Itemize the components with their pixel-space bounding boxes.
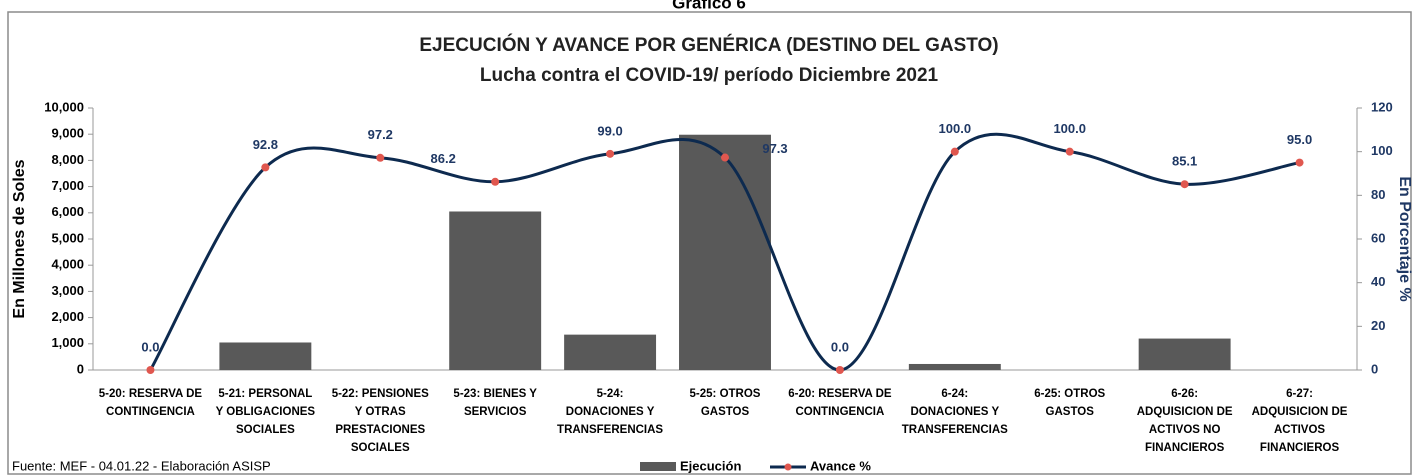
y-tick-label: 10,000	[44, 99, 84, 114]
y2-tick-label: 100	[1371, 143, 1393, 158]
y-tick-label: 7,000	[51, 178, 84, 193]
x-tick-label: FINANCIEROS	[1260, 442, 1340, 454]
y2-tick-label: 20	[1371, 318, 1385, 333]
x-tick-label: TRANSFERENCIAS	[557, 424, 663, 436]
chart-frame	[7, 11, 1412, 475]
line-marker	[1180, 180, 1189, 189]
x-tick-label: TRANSFERENCIAS	[902, 424, 1008, 436]
line-marker	[721, 153, 729, 162]
y2-tick-label: 80	[1371, 187, 1385, 202]
x-tick-label: 6-27:	[1286, 388, 1313, 400]
legend-swatch	[640, 462, 676, 471]
value-label: 97.3	[762, 141, 787, 156]
y-tick-label: 4,000	[51, 257, 84, 272]
x-tick-label: 6-20: RESERVA DE	[788, 388, 892, 400]
value-label: 0.0	[831, 339, 849, 354]
x-tick-label: DONACIONES Y	[911, 406, 1000, 418]
x-tick-label: ACTIVOS	[1274, 424, 1325, 436]
y-tick-label: 9,000	[51, 126, 84, 141]
line-marker	[606, 149, 615, 158]
bar	[1138, 338, 1231, 370]
y-tick-label: 6,000	[51, 204, 84, 219]
legend-marker	[784, 463, 792, 471]
y2-tick-label: 120	[1371, 99, 1393, 114]
y2-tick-label: 40	[1371, 274, 1385, 289]
x-tick-label: SOCIALES	[351, 442, 410, 454]
y2-tick-label: 60	[1371, 230, 1385, 245]
y-tick-label: 0	[77, 361, 84, 376]
x-tick-label: 5-22: PENSIONES	[332, 388, 429, 400]
y-tick-label: 3,000	[51, 283, 84, 298]
heading: Gráfico 6	[672, 0, 746, 12]
x-tick-label: SERVICIOS	[464, 406, 527, 418]
x-tick-label: 5-23: BIENES Y	[453, 388, 537, 400]
value-label: 100.0	[1053, 121, 1086, 136]
line-marker	[1065, 147, 1074, 156]
line-marker	[1295, 158, 1304, 167]
y-tick-label: 8,000	[51, 152, 84, 167]
x-tick-label: CONTINGENCIA	[106, 406, 195, 418]
y-axis-label: En Millones de Soles	[11, 159, 28, 318]
x-tick-label: ADQUISICION DE	[1252, 406, 1348, 418]
x-tick-label: 5-20: RESERVA DE	[99, 388, 203, 400]
x-tick-label: DONACIONES Y	[566, 406, 655, 418]
bar	[679, 134, 771, 370]
y2-axis-label: En Porcentaje %	[1396, 176, 1413, 301]
legend-label: Avance %	[810, 458, 871, 473]
x-tick-label: GASTOS	[1046, 406, 1095, 418]
y-tick-label: 5,000	[51, 230, 84, 245]
bar	[564, 334, 657, 370]
chart-subtitle: Lucha contra el COVID-19/ período Diciem…	[480, 65, 939, 86]
y2-tick-label: 0	[1371, 361, 1378, 376]
x-tick-label: SOCIALES	[236, 424, 295, 436]
x-tick-label: 6-26:	[1171, 388, 1198, 400]
line	[149, 132, 1300, 372]
x-tick-label: Y OBLIGACIONES	[216, 406, 316, 418]
x-tick-label: 5-24:	[597, 388, 624, 400]
value-label: 0.0	[141, 339, 159, 354]
x-tick-label: CONTINGENCIA	[796, 406, 885, 418]
x-tick-label: ADQUISICION DE	[1137, 406, 1233, 418]
line-marker	[835, 366, 844, 374]
x-tick-label: PRESTACIONES	[335, 424, 425, 436]
bar	[908, 363, 1001, 370]
value-label: 92.8	[253, 137, 278, 152]
value-label: 99.0	[597, 123, 622, 138]
x-tick-label: 6-25: OTROS	[1034, 388, 1105, 400]
value-label: 97.2	[368, 127, 393, 142]
x-tick-label: 5-25: OTROS	[690, 388, 761, 400]
line-marker	[146, 366, 155, 374]
source-note: Fuente: MEF - 04.01.22 - Elaboración ASI…	[12, 458, 271, 473]
bar	[219, 342, 312, 370]
x-tick-label: 6-24:	[941, 388, 968, 400]
chart-title: EJECUCIÓN Y AVANCE POR GENÉRICA (DESTINO…	[419, 34, 998, 56]
value-label: 95.0	[1287, 132, 1312, 147]
line-marker	[261, 163, 270, 172]
x-tick-label: GASTOS	[701, 406, 750, 418]
bar	[449, 211, 542, 370]
value-label: 86.2	[431, 151, 456, 166]
legend-label: Ejecución	[680, 458, 741, 473]
x-tick-label: Y OTRAS	[355, 406, 406, 418]
line-marker	[376, 153, 385, 162]
x-tick-label: FINANCIEROS	[1145, 442, 1225, 454]
line-marker	[950, 147, 959, 156]
x-tick-label: ACTIVOS NO	[1149, 424, 1221, 436]
value-label: 100.0	[939, 121, 972, 136]
line-marker	[491, 177, 500, 186]
x-tick-label: 5-21: PERSONAL	[218, 388, 312, 400]
y-tick-label: 1,000	[51, 335, 84, 350]
y-tick-label: 2,000	[51, 309, 84, 324]
value-label: 85.1	[1172, 154, 1197, 169]
